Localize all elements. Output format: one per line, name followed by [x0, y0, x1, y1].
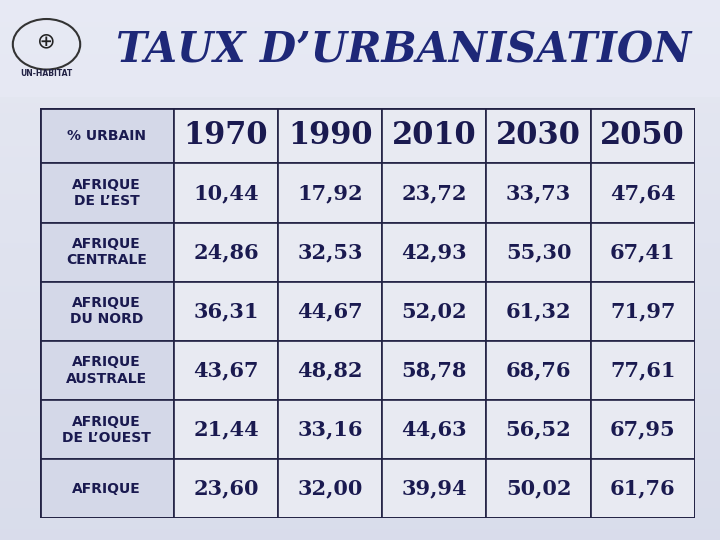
Bar	[382, 341, 487, 400]
Bar	[487, 459, 590, 518]
Text: 44,67: 44,67	[297, 301, 363, 321]
Bar	[590, 222, 695, 282]
Text: 56,52: 56,52	[505, 420, 572, 440]
Text: 67,41: 67,41	[610, 242, 675, 262]
Bar	[278, 164, 382, 222]
Bar	[382, 164, 487, 222]
Text: 1990: 1990	[288, 120, 372, 151]
Text: 10,44: 10,44	[193, 183, 258, 203]
Text: 39,94: 39,94	[402, 479, 467, 499]
Text: AFRIQUE: AFRIQUE	[73, 482, 141, 496]
Text: 67,95: 67,95	[610, 420, 675, 440]
Bar	[278, 108, 382, 164]
Text: 48,82: 48,82	[297, 361, 363, 381]
Bar	[40, 164, 174, 222]
Text: AFRIQUE
DE L’EST: AFRIQUE DE L’EST	[73, 178, 141, 208]
Text: AFRIQUE
CENTRALE: AFRIQUE CENTRALE	[66, 237, 147, 267]
Bar	[174, 108, 278, 164]
Bar	[590, 341, 695, 400]
Text: 33,16: 33,16	[297, 420, 363, 440]
Text: AFRIQUE
AUSTRALE: AFRIQUE AUSTRALE	[66, 355, 148, 386]
Text: 24,86: 24,86	[193, 242, 258, 262]
Bar	[487, 222, 590, 282]
Bar	[174, 222, 278, 282]
Text: 68,76: 68,76	[505, 361, 571, 381]
Bar	[174, 164, 278, 222]
Bar	[487, 164, 590, 222]
Bar	[590, 282, 695, 341]
Text: TAUX D’URBANISATION: TAUX D’URBANISATION	[116, 29, 690, 71]
Text: 17,92: 17,92	[297, 183, 363, 203]
Text: ⊕: ⊕	[37, 31, 56, 51]
Text: 50,02: 50,02	[505, 479, 571, 499]
Text: 44,63: 44,63	[402, 420, 467, 440]
Text: % URBAIN: % URBAIN	[67, 129, 146, 143]
Bar	[487, 108, 590, 164]
Bar	[487, 400, 590, 459]
Text: 2030: 2030	[496, 120, 581, 151]
Text: UN-HABITAT: UN-HABITAT	[20, 69, 73, 78]
Text: 52,02: 52,02	[402, 301, 467, 321]
Text: 61,76: 61,76	[610, 479, 675, 499]
Bar	[40, 222, 174, 282]
Text: 1970: 1970	[184, 120, 269, 151]
Bar	[278, 459, 382, 518]
Text: 33,73: 33,73	[506, 183, 571, 203]
Bar	[382, 108, 487, 164]
Text: 61,32: 61,32	[505, 301, 572, 321]
Bar	[174, 459, 278, 518]
Bar	[487, 341, 590, 400]
Text: 71,97: 71,97	[610, 301, 675, 321]
Bar	[0, 0, 720, 97]
Bar	[590, 459, 695, 518]
Text: 23,72: 23,72	[402, 183, 467, 203]
Text: 36,31: 36,31	[193, 301, 258, 321]
Bar	[174, 400, 278, 459]
Text: 47,64: 47,64	[610, 183, 675, 203]
Bar	[278, 400, 382, 459]
Bar	[382, 400, 487, 459]
Bar	[382, 459, 487, 518]
Bar	[487, 282, 590, 341]
Bar	[382, 282, 487, 341]
Bar	[174, 341, 278, 400]
Text: AFRIQUE
DE L’OUEST: AFRIQUE DE L’OUEST	[63, 415, 151, 445]
Text: 55,30: 55,30	[505, 242, 571, 262]
Text: 21,44: 21,44	[193, 420, 259, 440]
Text: 23,60: 23,60	[193, 479, 258, 499]
Bar	[40, 400, 174, 459]
Bar	[590, 164, 695, 222]
Bar	[40, 459, 174, 518]
Bar	[40, 108, 174, 164]
Bar	[278, 282, 382, 341]
Text: AFRIQUE
DU NORD: AFRIQUE DU NORD	[70, 296, 143, 326]
Bar	[278, 222, 382, 282]
Text: 77,61: 77,61	[610, 361, 675, 381]
Bar	[40, 341, 174, 400]
Bar	[382, 222, 487, 282]
Bar	[590, 108, 695, 164]
Text: 2050: 2050	[600, 120, 685, 151]
Bar	[278, 341, 382, 400]
Text: 58,78: 58,78	[402, 361, 467, 381]
Text: 42,93: 42,93	[402, 242, 467, 262]
Text: 2010: 2010	[392, 120, 477, 151]
Text: 43,67: 43,67	[193, 361, 258, 381]
Bar	[590, 400, 695, 459]
Bar	[40, 282, 174, 341]
Text: 32,53: 32,53	[297, 242, 363, 262]
Text: 32,00: 32,00	[297, 479, 363, 499]
Bar	[174, 282, 278, 341]
